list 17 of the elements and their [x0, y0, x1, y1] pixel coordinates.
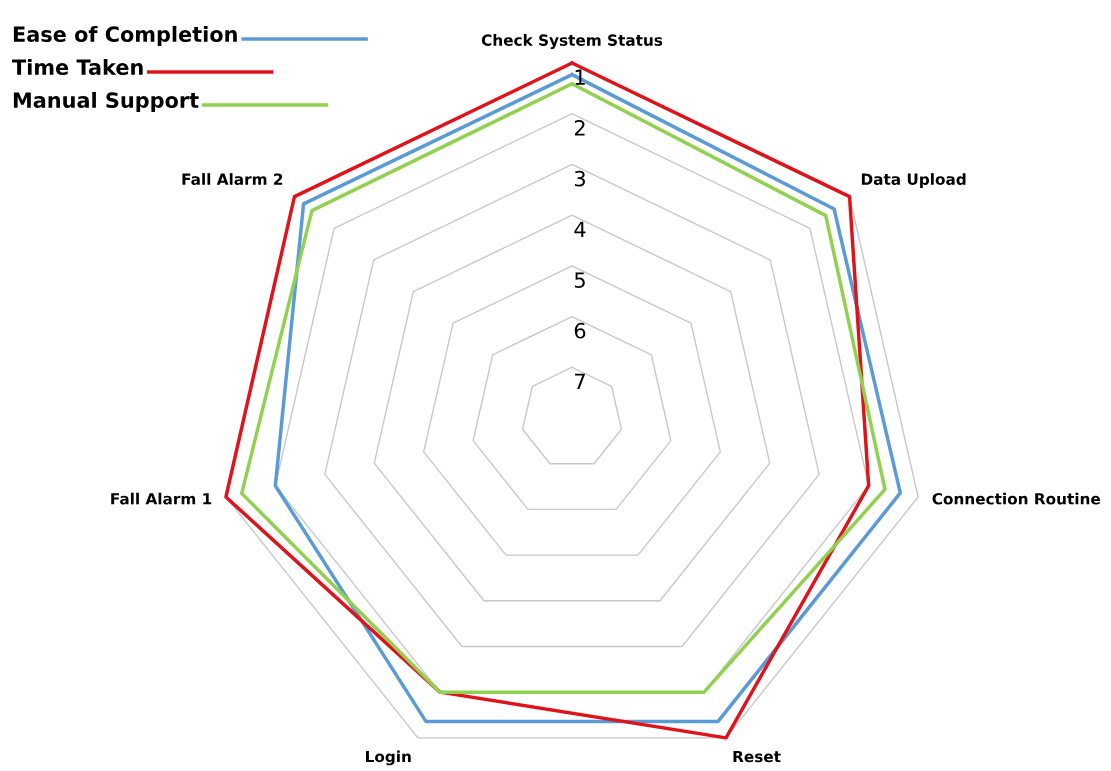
spoke-label: Fall Alarm 2 — [182, 173, 283, 185]
text: Ease of Completion — [13, 25, 237, 47]
spoke-label: Reset — [733, 750, 781, 763]
spoke-label: Check System Status — [481, 34, 663, 49]
text: Time Taken — [12, 58, 143, 76]
y-tick-label: 3 — [574, 170, 585, 187]
y-tick-label: 6 — [574, 322, 586, 339]
spoke-label: Fall Alarm 1 — [111, 492, 212, 505]
spoke-label: Login — [366, 750, 411, 766]
text: Manual Support — [13, 91, 199, 113]
y-tick-label: 7 — [575, 373, 585, 390]
y-tick-label: 5 — [574, 272, 585, 288]
y-tick-label: 2 — [574, 120, 585, 136]
spoke-label: Connection Routine — [932, 492, 1101, 505]
y-tick-label: 1 — [575, 69, 585, 85]
spoke-label: Data Upload — [861, 173, 966, 188]
y-tick-label: 4 — [574, 221, 586, 237]
